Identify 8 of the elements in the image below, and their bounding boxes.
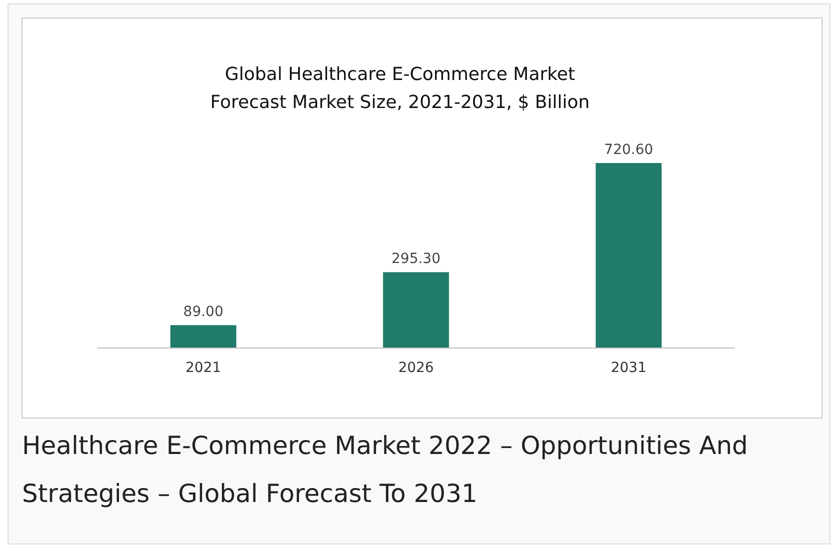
x-tick-label: 2031 [610, 360, 646, 376]
data-label: 89.00 [183, 304, 224, 320]
chart-title: Global Healthcare E-Commerce Market Forecast Market Size, 2021-2031, $ Billion [210, 64, 590, 113]
x-tick-label: 2026 [398, 360, 434, 376]
x-tick-label: 2021 [186, 360, 222, 376]
data-label: 295.30 [392, 251, 440, 268]
data-label: 720.60 [604, 142, 654, 158]
text: Healthcare E-Commerce Market 2022 – Opportunities And Strategies – Global Forecast To 2031 [22, 430, 749, 510]
